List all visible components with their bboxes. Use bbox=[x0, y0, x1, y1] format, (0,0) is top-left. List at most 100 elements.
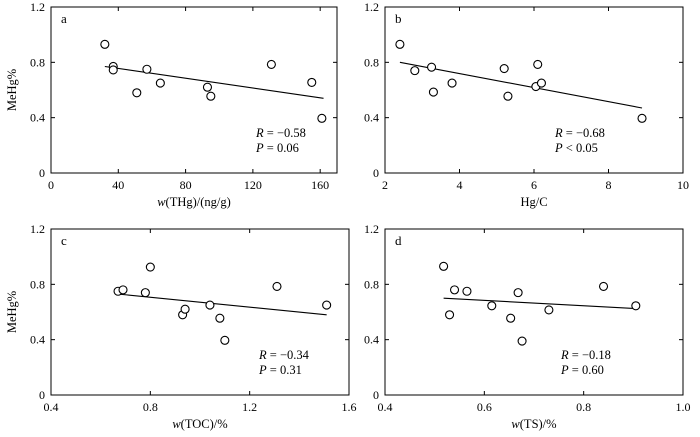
data-point bbox=[307, 77, 317, 87]
data-point bbox=[449, 285, 460, 295]
p-statistic: P < 0.05 bbox=[554, 141, 598, 155]
y-tick-label: 0 bbox=[39, 388, 45, 402]
r-statistic: R = −0.18 bbox=[560, 348, 611, 362]
x-axis-label: w(TOC)/% bbox=[172, 417, 227, 431]
p-statistic: P = 0.60 bbox=[560, 363, 604, 377]
y-tick-label: 1.2 bbox=[364, 222, 379, 236]
x-tick-label: 0.8 bbox=[576, 400, 591, 414]
data-point bbox=[205, 300, 215, 310]
data-point bbox=[266, 59, 276, 69]
y-tick-label: 0 bbox=[373, 388, 379, 402]
p-statistic: P = 0.06 bbox=[255, 141, 299, 155]
r-statistic: R = −0.34 bbox=[258, 348, 310, 362]
data-point bbox=[206, 91, 216, 101]
x-tick-label: 1.2 bbox=[242, 400, 257, 414]
x-tick-label: 2 bbox=[382, 178, 388, 192]
data-point bbox=[536, 78, 547, 88]
data-point bbox=[487, 301, 497, 311]
data-point bbox=[631, 301, 641, 311]
plot-frame bbox=[50, 6, 338, 174]
x-tick-label: 80 bbox=[180, 178, 192, 192]
plot-frame bbox=[50, 228, 350, 396]
y-tick-label: 0 bbox=[373, 166, 379, 180]
data-point bbox=[598, 281, 609, 291]
data-point bbox=[145, 262, 155, 272]
x-tick-label: 0.4 bbox=[378, 400, 393, 414]
data-point bbox=[410, 66, 420, 76]
panel-d: d0.4 0.6 0.8 1.000.40.81.2w(TS)/%R = −0.18P… bbox=[364, 222, 691, 431]
x-axis-label-variable: w bbox=[511, 417, 520, 431]
data-point bbox=[533, 59, 543, 69]
y-tick-label: 0.8 bbox=[30, 55, 45, 69]
y-tick-label: 0.8 bbox=[364, 55, 379, 69]
y-tick-label: 1.2 bbox=[364, 0, 379, 14]
p-symbol: P bbox=[255, 141, 264, 155]
y-axis-label: MeHg% bbox=[5, 69, 19, 111]
data-point bbox=[462, 286, 472, 296]
x-tick-label: 6 bbox=[531, 178, 537, 192]
y-tick-label: 0 bbox=[39, 166, 45, 180]
panel-letter: a bbox=[61, 11, 67, 26]
x-axis-label: w(TS)/% bbox=[511, 417, 556, 431]
x-tick-label: 0.6 bbox=[477, 400, 492, 414]
x-tick-label: 0.4 bbox=[44, 400, 59, 414]
x-tick-label: 40 bbox=[112, 178, 124, 192]
p-value: = 0.06 bbox=[264, 141, 299, 155]
data-point bbox=[517, 336, 527, 346]
x-axis-label-variable: w bbox=[172, 417, 181, 431]
p-symbol: P bbox=[554, 141, 563, 155]
y-tick-label: 0.4 bbox=[30, 333, 45, 347]
x-tick-label: 1.6 bbox=[342, 400, 357, 414]
x-axis-label-unit: Hg/C bbox=[520, 195, 547, 209]
r-statistic: R = −0.68 bbox=[554, 126, 605, 140]
data-point bbox=[395, 39, 405, 49]
p-value: = 0.31 bbox=[267, 363, 302, 377]
p-statistic: P = 0.31 bbox=[258, 363, 302, 377]
x-axis-label: w(THg)/(ng/g) bbox=[157, 195, 231, 209]
data-point bbox=[272, 281, 282, 291]
y-tick-label: 0.4 bbox=[30, 111, 45, 125]
x-tick-label: 120 bbox=[244, 178, 262, 192]
data-point bbox=[513, 288, 523, 298]
panel-letter: c bbox=[61, 233, 67, 248]
regression-line bbox=[104, 65, 324, 99]
r-value: = −0.18 bbox=[569, 348, 611, 362]
r-value: = −0.58 bbox=[264, 126, 306, 140]
data-point bbox=[132, 88, 142, 98]
data-point bbox=[155, 78, 165, 88]
x-tick-label: 160 bbox=[311, 178, 329, 192]
y-tick-label: 0.8 bbox=[30, 277, 45, 291]
p-symbol: P bbox=[560, 363, 569, 377]
x-tick-label: 8 bbox=[606, 178, 612, 192]
x-tick-label: 10 bbox=[677, 178, 689, 192]
x-tick-label: 0 bbox=[48, 178, 54, 192]
panel-letter: b bbox=[395, 11, 402, 26]
y-tick-label: 1.2 bbox=[30, 222, 45, 236]
data-point bbox=[499, 64, 509, 74]
r-symbol: R bbox=[258, 348, 267, 362]
r-symbol: R bbox=[560, 348, 569, 362]
panel-letter: d bbox=[395, 233, 402, 248]
y-tick-label: 1.2 bbox=[30, 0, 45, 14]
panel-a: a 0 40 80 120 160 0 0.4 0.8 1.2 MeHg% w(THg)/(ng/g)… bbox=[5, 0, 338, 209]
data-point bbox=[220, 335, 230, 345]
data-point bbox=[108, 65, 118, 75]
r-symbol: R bbox=[255, 126, 264, 140]
x-axis-label-unit: (TOC)/% bbox=[181, 417, 228, 431]
data-point bbox=[637, 113, 647, 123]
p-symbol: P bbox=[258, 363, 267, 377]
data-point bbox=[118, 285, 128, 295]
x-axis-label-unit: (THg)/(ng/g) bbox=[166, 195, 231, 209]
p-value: = 0.60 bbox=[569, 363, 604, 377]
data-point bbox=[439, 261, 449, 271]
data-point bbox=[100, 39, 110, 49]
y-axis-label: MeHg% bbox=[5, 291, 19, 333]
data-point bbox=[142, 64, 152, 74]
data-point bbox=[202, 82, 213, 92]
data-point bbox=[506, 313, 516, 323]
data-point bbox=[447, 78, 457, 88]
data-point bbox=[140, 288, 150, 298]
plot-frame bbox=[384, 228, 684, 396]
data-point bbox=[322, 300, 332, 310]
